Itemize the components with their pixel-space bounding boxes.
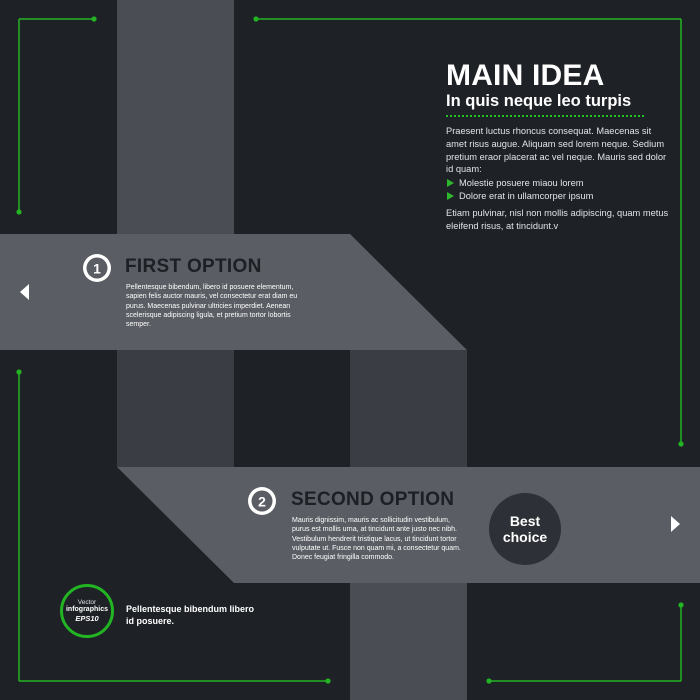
frame-dot — [16, 209, 22, 215]
option-1-number: 1 — [83, 254, 111, 282]
left-arrow-icon[interactable] — [20, 284, 29, 300]
bullet-text: Molestie posuere miaou lorem — [459, 178, 584, 188]
option-2-number-inner — [251, 490, 273, 512]
option-1-title: FIRST OPTION — [125, 256, 262, 277]
subtitle-divider — [446, 115, 644, 117]
option-2-title: SECOND OPTION — [291, 489, 455, 510]
badge-line1: Vector — [77, 599, 97, 606]
frame-lines — [16, 16, 684, 684]
vector-infographics-badge: Vector infographics EPS10 — [60, 584, 114, 638]
best-choice-line1: Best — [509, 513, 541, 529]
option-2-number-text: 2 — [258, 494, 266, 510]
frame-dot — [678, 441, 684, 447]
frame-dot — [16, 369, 22, 375]
frame-dot — [486, 678, 492, 684]
vertical-strip-left-lower — [117, 350, 234, 467]
frame-dot — [325, 678, 331, 684]
best-choice-text: Best choice — [495, 513, 555, 545]
best-choice-line2: choice — [502, 529, 548, 545]
frame-dot — [253, 16, 259, 22]
option-1-number-text: 1 — [93, 261, 101, 277]
list-item: Molestie posuere miaou lorem — [446, 177, 682, 190]
vertical-strip-bottom — [350, 583, 467, 700]
triangle-bullet-icon — [447, 179, 454, 187]
option-1-body: Pellentesque bibendum, libero id posuere… — [126, 284, 298, 329]
main-bullet-list: Molestie posuere miaou lorem Dolore erat… — [446, 177, 682, 203]
option-2-number: 2 — [248, 487, 276, 515]
triangle-bullet-icon — [447, 191, 454, 200]
badge-line2: infographics — [65, 606, 108, 613]
badge-caption: Pellentesque bibendum libero id posuere. — [126, 604, 255, 626]
right-arrow-icon[interactable] — [671, 516, 680, 532]
frame-dot — [678, 602, 684, 608]
list-item: Dolore erat in ullamcorper ipsum — [446, 190, 682, 203]
best-choice-badge: Best choice — [489, 493, 561, 565]
main-title: MAIN IDEA — [446, 59, 605, 92]
main-body-text: Praesent luctus rhoncus consequat. Maece… — [446, 126, 667, 175]
badge-line3: EPS10 — [75, 614, 99, 623]
option-2-body: Mauris dignissim, mauris ac sollicitudin… — [292, 517, 461, 562]
vertical-strip-center — [350, 350, 467, 467]
main-footer-text: Etiam pulvinar, nisl non mollis adipisci… — [446, 208, 669, 231]
vertical-strip-left — [117, 0, 234, 234]
ribbon-first-option — [0, 234, 467, 350]
option-1-number-inner — [86, 257, 108, 279]
frame-dot — [91, 16, 97, 22]
bullet-text: Dolore erat in ullamcorper ipsum — [459, 190, 594, 201]
main-subtitle: In quis neque leo turpis — [446, 92, 632, 110]
